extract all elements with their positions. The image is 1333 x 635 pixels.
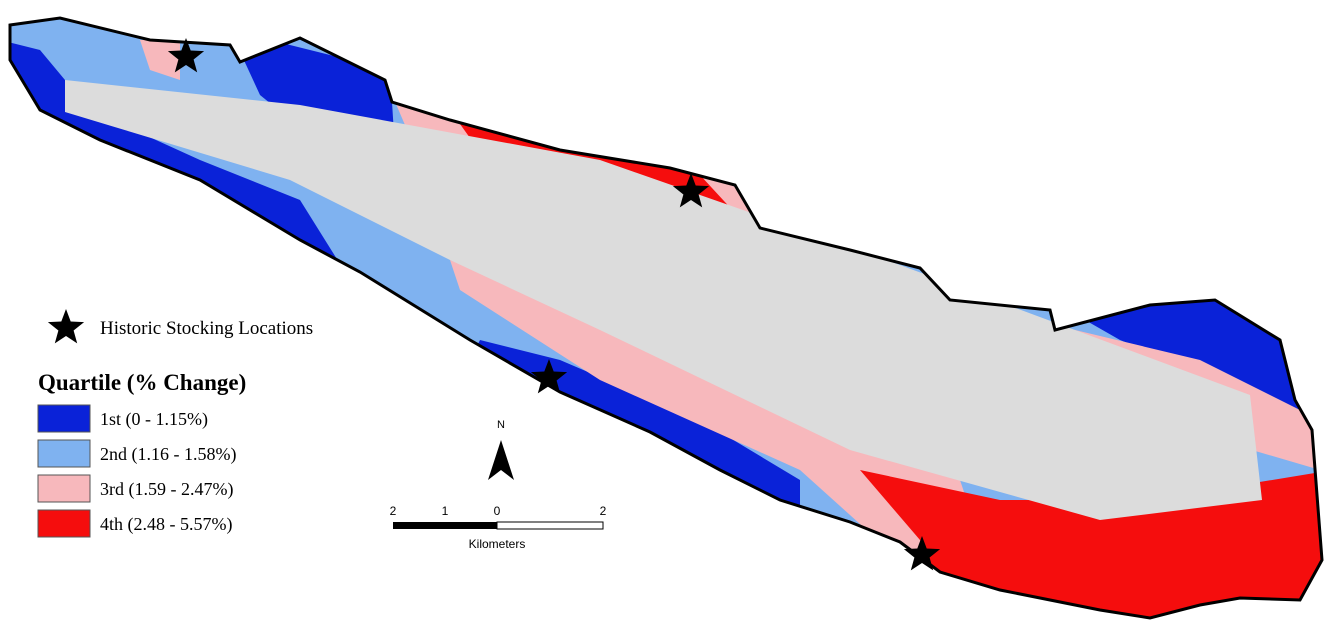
stocking-label: Historic Stocking Locations <box>100 318 313 339</box>
legend-swatch <box>37 439 91 468</box>
scale-bar: Kilometers 2 1 0 2 <box>390 504 607 551</box>
north-label: N <box>497 419 505 431</box>
scale-unit: Kilometers <box>469 537 526 551</box>
north-arrow: N <box>488 419 514 480</box>
scale-label: 0 <box>494 504 501 518</box>
scale-label: 2 <box>390 504 397 518</box>
legend-swatch <box>37 509 91 538</box>
scale-label: 2 <box>600 504 607 518</box>
legend-swatch <box>37 474 91 503</box>
scale-label: 1 <box>442 504 449 518</box>
star <box>47 309 85 344</box>
north-arrow-shape <box>488 440 514 480</box>
legend-swatch <box>37 404 91 433</box>
scale-segment <box>393 522 497 529</box>
legend-label: 2nd (1.16 - 1.58%) <box>100 444 236 465</box>
region <box>140 40 180 80</box>
star <box>530 359 568 394</box>
legend-label: 4th (2.48 - 5.57%) <box>100 514 232 535</box>
star <box>672 173 710 208</box>
scale-segment <box>496 521 604 530</box>
star <box>903 536 941 571</box>
star <box>167 38 205 73</box>
legend-label: 3rd (1.59 - 2.47%) <box>100 479 233 500</box>
stocking-locations <box>47 38 941 571</box>
legend: 1st (0 - 1.15%) 2nd (1.16 - 1.58%) 3rd (1.… <box>37 404 236 538</box>
legend-title: Quartile (% Change) <box>38 370 246 395</box>
legend-label: 1st (0 - 1.15%) <box>100 409 208 430</box>
region-unclassified <box>65 80 1262 520</box>
region <box>450 260 1000 600</box>
